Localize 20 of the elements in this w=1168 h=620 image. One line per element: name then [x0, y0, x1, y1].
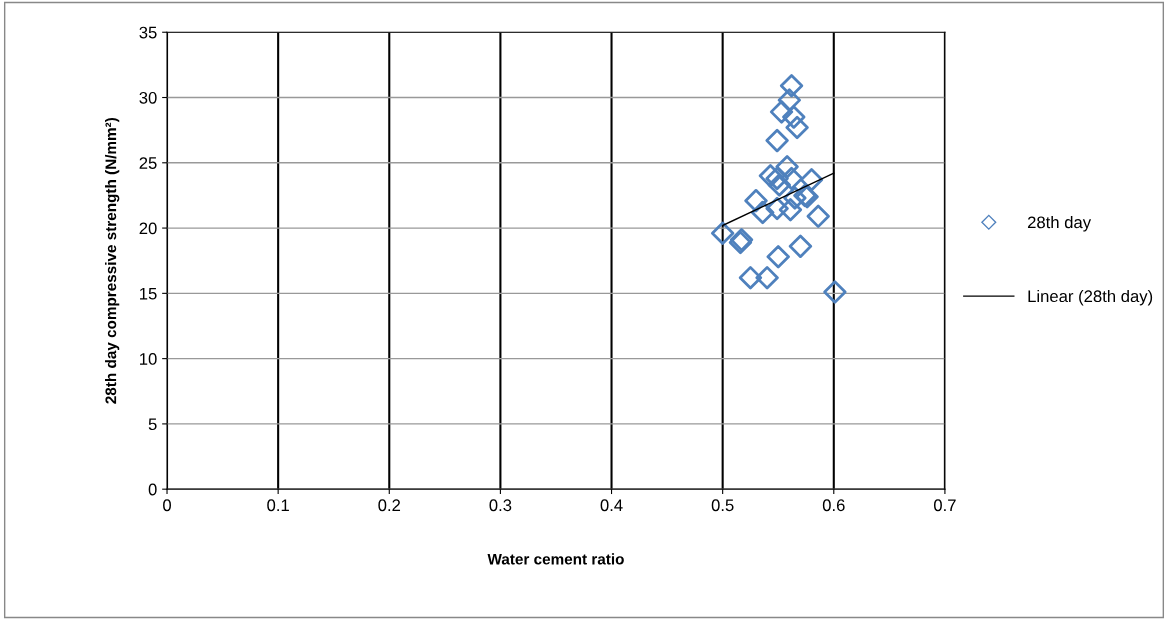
x-tick-label: 0.2	[378, 499, 401, 512]
x-tick-label: 0.6	[822, 499, 845, 512]
y-tick-label: 35	[139, 26, 157, 39]
y-tick-label: 5	[148, 418, 157, 431]
legend-label: 28th day	[1027, 216, 1092, 232]
x-tick-label: 0.4	[600, 499, 623, 512]
y-tick-label: 20	[139, 222, 157, 235]
y-tick-label: 25	[139, 157, 157, 169]
y-tick-label: 10	[140, 353, 157, 365]
x-tick-label: 0.5	[711, 499, 734, 512]
y-tick-label: 15	[140, 287, 157, 300]
y-axis-title: 28th day compressive strength (N/mm²)	[105, 117, 120, 404]
x-tick-label: 0.1	[267, 499, 289, 512]
y-tick-label: 30	[139, 91, 157, 104]
x-tick-label: 0	[163, 499, 172, 512]
x-axis-title: Water cement ratio	[487, 553, 624, 565]
y-tick-label: 0	[148, 483, 157, 496]
legend-label: Linear (28th day)	[1028, 289, 1153, 306]
x-tick-label: 0.7	[933, 499, 956, 512]
x-tick-label: 0.3	[489, 499, 512, 512]
